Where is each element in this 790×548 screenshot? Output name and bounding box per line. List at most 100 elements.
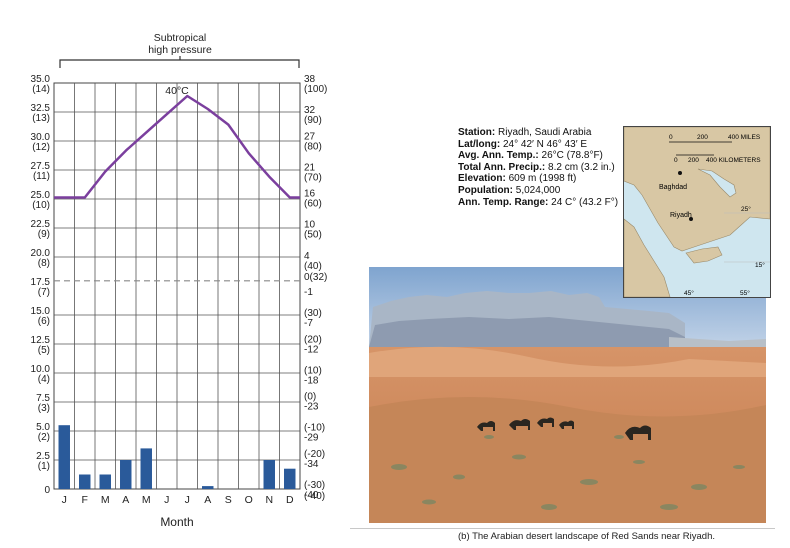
left-tick-label: 35.0 [31, 74, 51, 85]
left-tick-label-alt: (1) [38, 461, 50, 472]
left-tick-label: 27.5 [31, 161, 51, 172]
month-label: J [185, 494, 190, 506]
left-tick-label-alt: (12) [32, 142, 50, 153]
left-tick-label-alt: (4) [38, 374, 50, 385]
right-tick-label-alt: -29 [304, 433, 319, 444]
right-tick-label: 32 [304, 105, 316, 116]
right-tick-label-alt: (50) [304, 230, 322, 241]
right-tick-label-alt: -1 [304, 287, 313, 298]
caption-rule [350, 528, 775, 529]
right-tick-label: (0) [304, 392, 316, 403]
locator-map: 0 200 400 MILES 0 200 400 KILOMETERS Bag… [623, 126, 771, 298]
precip-bar [284, 468, 296, 489]
right-tick-label: (-10) [304, 423, 325, 434]
station-label: Station: [458, 127, 496, 138]
temp-range-value: 24 C° (43.2 F°) [551, 196, 619, 208]
elevation-row: Elevation: 609 m (1998 ft) [458, 173, 618, 185]
map-scale-200: 200 [697, 134, 708, 141]
photo-dune-1 [369, 346, 766, 377]
annotation-text-line1: Subtropical [154, 32, 207, 44]
right-tick-label: (20) [304, 334, 322, 345]
precip-bar [263, 460, 275, 489]
month-label: D [286, 494, 294, 506]
left-tick-label-alt: (8) [38, 258, 50, 269]
left-tick-label: 32.5 [31, 103, 51, 114]
photo-dune-2 [369, 397, 766, 523]
population-row: Population: 5,024,000 [458, 185, 618, 197]
left-axis-ticks: 35.0(14) 32.5(13) 30.0(12) 27.5(11) 25.0(10)… [31, 74, 51, 496]
left-tick-label-alt: (11) [33, 171, 50, 182]
right-tick-label-alt: -23 [304, 402, 319, 413]
left-tick-label: 12.5 [31, 335, 51, 346]
right-tick-label: (10) [304, 365, 322, 376]
map-graphic: 0 200 400 MILES 0 200 400 KILOMETERS Bag… [624, 127, 770, 297]
month-label: J [62, 494, 67, 506]
right-tick-label-alt: (60) [304, 199, 322, 210]
month-label: N [265, 494, 273, 506]
left-tick-label: 2.5 [36, 451, 50, 462]
precip-value: 8.2 cm (3.2 in.) [548, 161, 615, 173]
precip-label: Total Ann. Precip.: [458, 161, 546, 173]
left-tick-label-alt: (13) [32, 113, 50, 124]
right-tick-label-alt: -40 [304, 490, 319, 501]
x-axis-label: Month [160, 515, 193, 529]
right-tick-label: 21 [304, 162, 316, 173]
yemen-landmass [685, 246, 723, 264]
right-tick-label-alt: -34 [304, 459, 319, 470]
elevation-value: 609 m (1998 ft) [508, 173, 577, 185]
annotation-text-line2: high pressure [148, 44, 212, 56]
left-tick-label: 17.5 [31, 277, 51, 288]
temp-range-row: Ann. Temp. Range: 24 C° (43.2 F°) [458, 197, 618, 209]
left-tick-label-alt: (10) [32, 200, 50, 211]
baghdad-marker [678, 171, 682, 175]
month-label: A [122, 494, 129, 506]
month-label: F [82, 494, 88, 506]
right-tick-label: 16 [304, 189, 316, 200]
precip-bars [58, 425, 296, 489]
africa-landmass [624, 218, 671, 297]
left-tick-label-alt: (7) [38, 287, 50, 298]
right-tick-label: 38 [304, 74, 316, 85]
right-tick-label-alt: -18 [304, 375, 319, 386]
right-tick-label: (-20) [304, 449, 325, 460]
latlong-value: 24° 42′ N 46° 43′ E [503, 138, 588, 150]
temp-range-label: Ann. Temp. Range: [458, 196, 549, 208]
map-scale-0: 0 [669, 134, 673, 141]
left-tick-label-alt: (6) [38, 316, 50, 327]
left-tick-label-alt: (2) [38, 432, 50, 443]
month-label: M [142, 494, 151, 506]
right-tick-label: (30) [304, 308, 322, 319]
desert-photo [369, 267, 766, 523]
precip-bar [99, 474, 111, 489]
precip-bar [58, 425, 70, 489]
precip-bar [140, 448, 152, 489]
annotation-bracket: Subtropical high pressure [59, 32, 300, 68]
right-tick-label: 0(32) [304, 272, 327, 283]
right-tick-label: 27 [304, 131, 316, 142]
map-lat-15: 15° [755, 261, 765, 269]
photo-caption: (b) The Arabian desert landscape of Red … [458, 531, 716, 542]
left-tick-label: 15.0 [31, 306, 51, 317]
left-tick-label: 22.5 [31, 219, 51, 230]
map-scale-0b: 0 [674, 157, 678, 164]
map-scale-200b: 200 [688, 157, 699, 164]
avg-temp-label: Avg. Ann. Temp.: [458, 150, 539, 162]
temperature-line [54, 94, 300, 199]
elevation-label: Elevation: [458, 173, 506, 185]
climograph: Subtropical high pressure 40°C 35.0(14) 3… [31, 32, 328, 529]
left-tick-label-alt: (14) [32, 84, 50, 95]
left-tick-label: 5.0 [36, 422, 50, 433]
left-tick-label: 0 [44, 485, 50, 496]
map-lat-25: 25° [741, 205, 751, 213]
right-tick-label-alt: (40) [304, 261, 322, 272]
peak-label: 40°C [165, 85, 189, 97]
right-axis-bottom-extra: (-40) [304, 491, 325, 502]
left-tick-label-alt: (5) [38, 345, 50, 356]
precip-bar [79, 474, 91, 489]
left-tick-label: 7.5 [36, 393, 50, 404]
latlong-row: Lat/long: 24° 42′ N 46° 43′ E [458, 139, 618, 151]
grid [54, 83, 300, 489]
month-label: O [245, 494, 253, 506]
map-city-baghdad: Baghdad [659, 184, 687, 191]
